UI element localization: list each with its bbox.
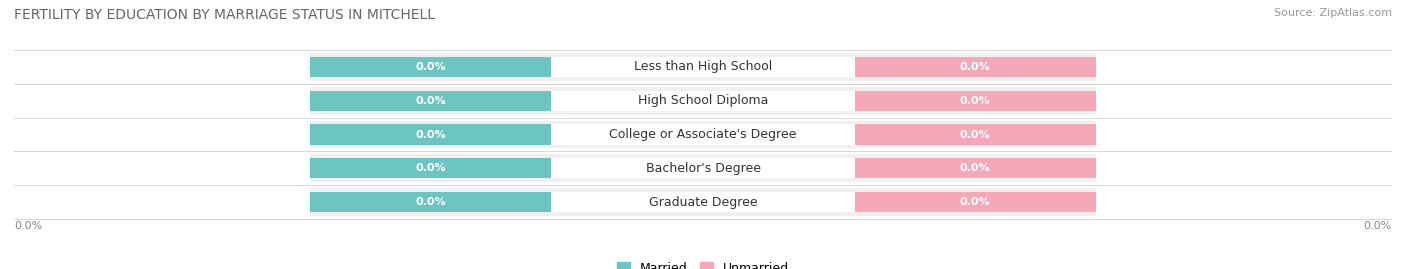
Bar <box>551 158 855 178</box>
Bar <box>311 91 551 111</box>
Text: 0.0%: 0.0% <box>416 197 446 207</box>
Text: College or Associate's Degree: College or Associate's Degree <box>609 128 797 141</box>
Bar <box>855 158 1095 178</box>
Text: 0.0%: 0.0% <box>416 96 446 106</box>
Bar <box>311 192 551 212</box>
Bar <box>551 91 855 111</box>
Text: 0.0%: 0.0% <box>416 129 446 140</box>
Text: Less than High School: Less than High School <box>634 61 772 73</box>
Text: Bachelor's Degree: Bachelor's Degree <box>645 162 761 175</box>
Bar <box>311 188 1095 216</box>
Bar <box>855 57 1095 77</box>
Bar <box>551 192 855 212</box>
Legend: Married, Unmarried: Married, Unmarried <box>612 257 794 269</box>
Bar <box>311 124 551 145</box>
Bar <box>311 158 551 178</box>
Text: 0.0%: 0.0% <box>960 163 990 173</box>
Bar <box>855 124 1095 145</box>
Bar <box>311 53 1095 81</box>
Bar <box>551 124 855 145</box>
Text: FERTILITY BY EDUCATION BY MARRIAGE STATUS IN MITCHELL: FERTILITY BY EDUCATION BY MARRIAGE STATU… <box>14 8 434 22</box>
Text: Graduate Degree: Graduate Degree <box>648 196 758 208</box>
Text: 0.0%: 0.0% <box>416 163 446 173</box>
Bar <box>311 154 1095 182</box>
Bar <box>311 57 551 77</box>
Text: 0.0%: 0.0% <box>1364 221 1392 231</box>
Text: 0.0%: 0.0% <box>960 62 990 72</box>
Text: 0.0%: 0.0% <box>14 221 42 231</box>
Text: 0.0%: 0.0% <box>960 96 990 106</box>
Bar <box>855 192 1095 212</box>
Text: Source: ZipAtlas.com: Source: ZipAtlas.com <box>1274 8 1392 18</box>
Text: 0.0%: 0.0% <box>960 197 990 207</box>
Bar <box>311 121 1095 148</box>
Bar <box>855 91 1095 111</box>
Bar <box>311 87 1095 115</box>
Text: 0.0%: 0.0% <box>416 62 446 72</box>
Bar <box>551 57 855 77</box>
Text: High School Diploma: High School Diploma <box>638 94 768 107</box>
Text: 0.0%: 0.0% <box>960 129 990 140</box>
